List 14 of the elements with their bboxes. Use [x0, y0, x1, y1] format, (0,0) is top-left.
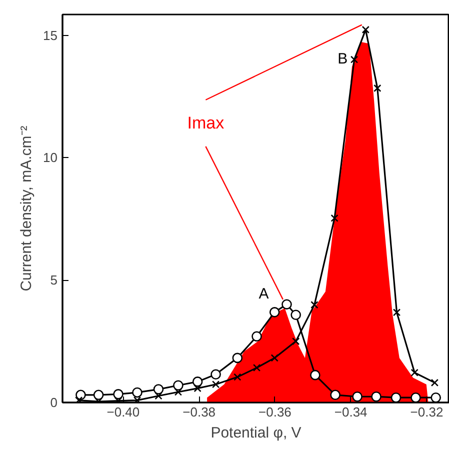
annotation: Imax: [187, 114, 225, 133]
x-axis-title: Potential φ, V: [210, 424, 302, 442]
series-label: A: [258, 285, 269, 302]
x-tick-label: −0.36: [258, 404, 292, 420]
x-tick-label: −0.34: [334, 404, 368, 420]
x-tick-label: −0.40: [106, 404, 140, 420]
x-tick-label: −0.32: [410, 404, 444, 420]
y-tick-label: 0: [50, 395, 58, 410]
y-tick-label: 5: [50, 272, 58, 288]
y-tick-label: 15: [43, 28, 58, 43]
y-axis-title: Current density, mA.cm⁻²: [18, 126, 36, 292]
series-label: B: [338, 50, 348, 68]
x-tick-label: −0.38: [182, 404, 216, 420]
y-tick-label: 10: [43, 150, 58, 166]
